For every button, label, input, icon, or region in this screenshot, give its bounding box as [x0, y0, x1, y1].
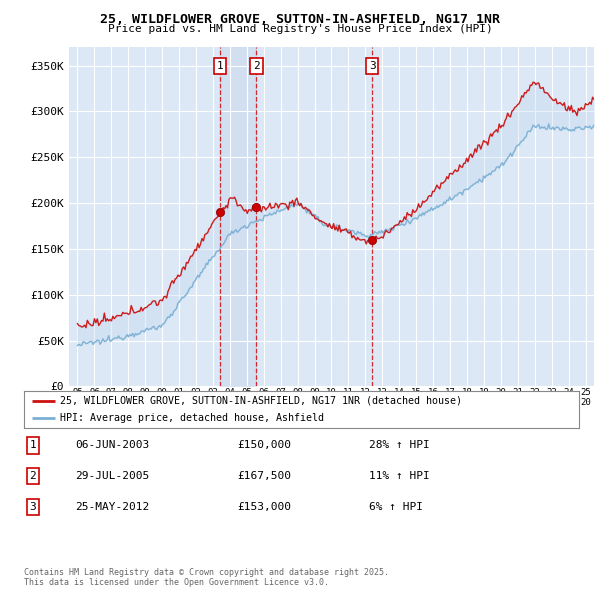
Text: 2: 2: [253, 61, 260, 71]
Text: 1: 1: [29, 441, 37, 450]
Text: 28% ↑ HPI: 28% ↑ HPI: [369, 441, 430, 450]
Text: £150,000: £150,000: [237, 441, 291, 450]
Text: 25-MAY-2012: 25-MAY-2012: [75, 502, 149, 512]
Text: £153,000: £153,000: [237, 502, 291, 512]
Text: 25, WILDFLOWER GROVE, SUTTON-IN-ASHFIELD, NG17 1NR (detached house): 25, WILDFLOWER GROVE, SUTTON-IN-ASHFIELD…: [60, 396, 462, 405]
Text: 06-JUN-2003: 06-JUN-2003: [75, 441, 149, 450]
Text: Price paid vs. HM Land Registry's House Price Index (HPI): Price paid vs. HM Land Registry's House …: [107, 24, 493, 34]
Text: 1: 1: [217, 61, 224, 71]
Text: 25, WILDFLOWER GROVE, SUTTON-IN-ASHFIELD, NG17 1NR: 25, WILDFLOWER GROVE, SUTTON-IN-ASHFIELD…: [100, 13, 500, 26]
Text: HPI: Average price, detached house, Ashfield: HPI: Average price, detached house, Ashf…: [60, 413, 324, 422]
Text: £167,500: £167,500: [237, 471, 291, 481]
Text: 3: 3: [369, 61, 376, 71]
Text: 29-JUL-2005: 29-JUL-2005: [75, 471, 149, 481]
Text: 3: 3: [29, 502, 37, 512]
Text: Contains HM Land Registry data © Crown copyright and database right 2025.
This d: Contains HM Land Registry data © Crown c…: [24, 568, 389, 587]
Text: 11% ↑ HPI: 11% ↑ HPI: [369, 471, 430, 481]
Text: 2: 2: [29, 471, 37, 481]
Text: 6% ↑ HPI: 6% ↑ HPI: [369, 502, 423, 512]
